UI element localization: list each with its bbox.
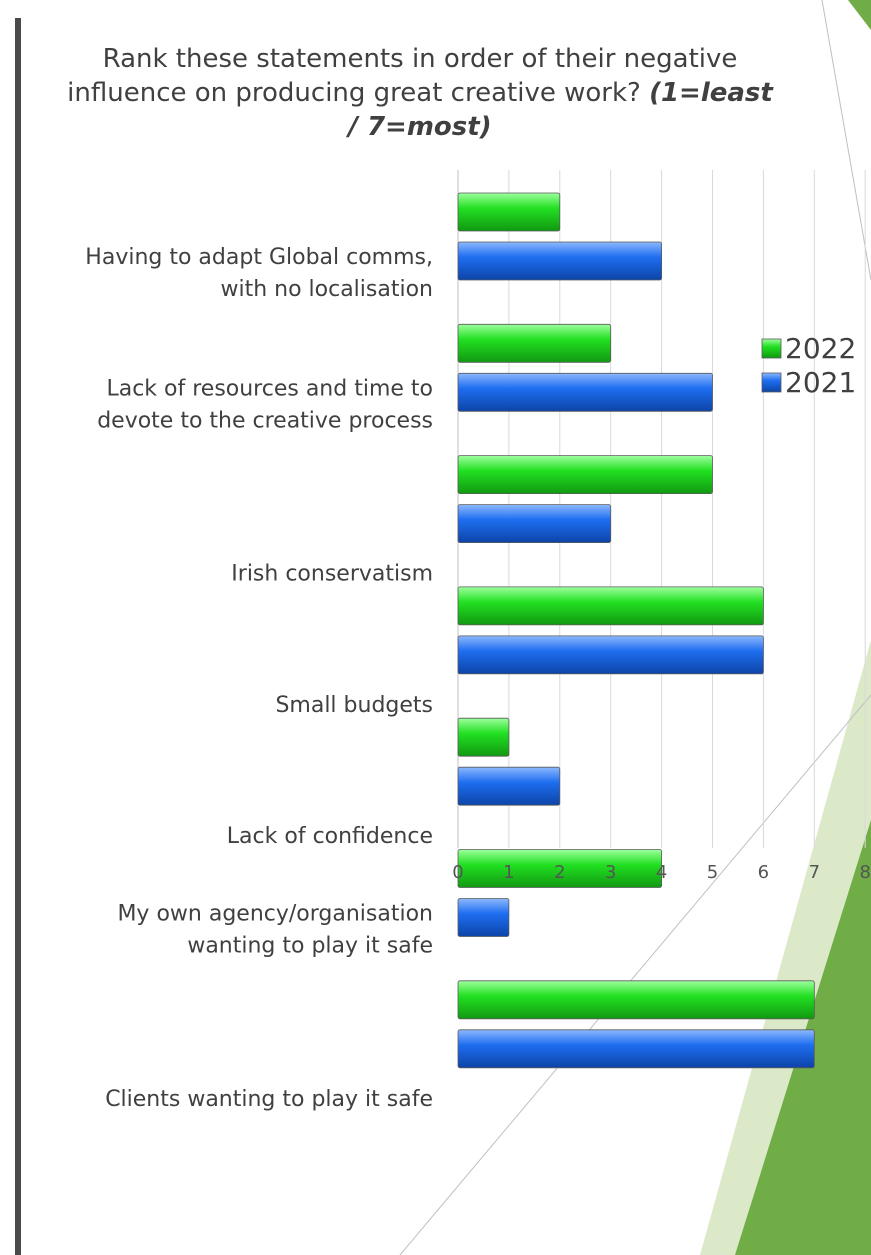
x-tick-label-0: 0 xyxy=(452,862,463,883)
legend-swatch-2022 xyxy=(761,338,782,359)
accent-triangle-top xyxy=(848,0,871,30)
bar-2021-2 xyxy=(457,372,713,412)
x-tick-label-8: 8 xyxy=(859,862,870,883)
bar-2022-2 xyxy=(457,323,612,363)
category-label-6-line-1: My own agency/organisation xyxy=(117,902,433,927)
category-label-1-line-1: Having to adapt Global comms, xyxy=(85,245,433,270)
category-label-4: Small budgets xyxy=(275,693,433,718)
category-label-2-line-1: Lack of resources and time to xyxy=(106,376,433,401)
bar-2022-3 xyxy=(457,455,713,495)
category-label-2-line-2: devote to the creative process xyxy=(97,408,433,433)
bar-2021-4 xyxy=(457,635,764,675)
category-label-7: Clients wanting to play it safe xyxy=(105,1087,433,1112)
category-label-5: Lack of confidence xyxy=(227,824,433,849)
bar-2022-7 xyxy=(457,980,815,1020)
x-tick-label-4: 4 xyxy=(656,862,667,883)
bar-2021-7 xyxy=(457,1029,815,1069)
left-border-bar xyxy=(15,18,21,1255)
title-main: Rank these statements in order of their … xyxy=(67,44,738,108)
bar-2021-1 xyxy=(457,241,663,281)
accent-line-top xyxy=(821,0,871,281)
x-tick-label-7: 7 xyxy=(809,862,820,883)
bars xyxy=(457,192,815,1069)
x-tick-label-2: 2 xyxy=(554,862,565,883)
legend-label-2021: 2021 xyxy=(785,366,856,399)
x-tick-label-5: 5 xyxy=(707,862,718,883)
category-label-3: Irish conservatism xyxy=(231,562,433,587)
x-tick-label-1: 1 xyxy=(503,862,514,883)
legend-swatch-2021 xyxy=(761,372,782,393)
bar-2021-5 xyxy=(457,766,561,806)
legend-label-2022: 2022 xyxy=(785,332,856,365)
bar-2022-5 xyxy=(457,717,510,757)
bar-2022-4 xyxy=(457,586,764,626)
bar-2021-6 xyxy=(457,898,510,937)
bar-2021-3 xyxy=(457,504,612,544)
bar-2022-6 xyxy=(457,849,663,888)
title-emphasis: (1=least / 7=most) xyxy=(348,78,773,142)
category-label-1-line-2: with no localisation xyxy=(220,277,433,302)
chart-title: Rank these statements in order of their … xyxy=(60,42,780,144)
x-axis-ticks: 0 1 2 3 4 5 6 7 8 xyxy=(452,862,871,883)
x-tick-label-3: 3 xyxy=(605,862,616,883)
category-label-6-line-2: wanting to play it safe xyxy=(187,934,433,959)
accent-line-bottom xyxy=(399,694,871,1255)
bar-2022-1 xyxy=(457,192,561,232)
x-tick-label-6: 6 xyxy=(758,862,769,883)
category-labels: Having to adapt Global comms, with no loc… xyxy=(85,245,433,1112)
